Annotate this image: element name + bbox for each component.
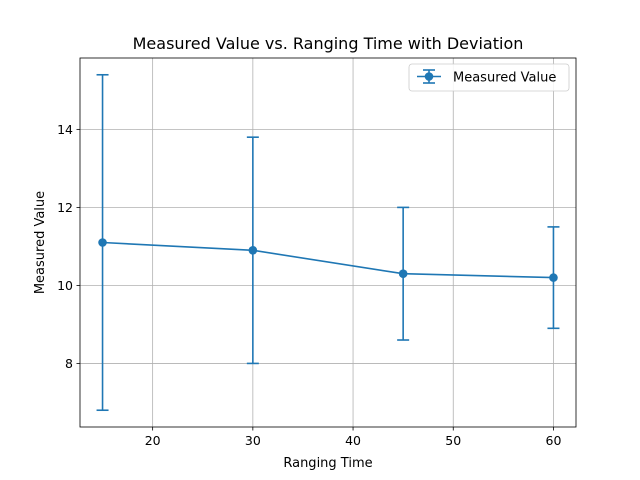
- y-tick-label: 10: [57, 278, 73, 293]
- x-tick-label: 60: [546, 433, 562, 448]
- chart-title: Measured Value vs. Ranging Time with Dev…: [133, 34, 524, 53]
- x-tick-label: 40: [345, 433, 361, 448]
- x-tick-label: 50: [445, 433, 461, 448]
- legend-box: [408, 63, 570, 92]
- x-axis-label: Ranging Time: [283, 456, 372, 471]
- y-tick-label: 14: [57, 122, 73, 137]
- axis-ticks: 20 30 40 50 60 8 10 12 14: [57, 122, 561, 448]
- x-tick-label: 30: [245, 433, 261, 448]
- data-point: [248, 246, 258, 255]
- series-line: [102, 241, 554, 279]
- y-axis-label: Measured Value: [33, 191, 48, 294]
- y-tick-label: 12: [57, 200, 73, 215]
- legend-dot: [424, 72, 434, 81]
- legend-label: Measured Value: [453, 71, 556, 86]
- legend-marker: [417, 69, 441, 84]
- data-point: [98, 238, 107, 247]
- y-tick-label: 8: [65, 356, 73, 371]
- data-point: [398, 269, 408, 279]
- data-point: [549, 273, 558, 282]
- series-layer: [96, 73, 560, 412]
- plot-area-frame: [79, 57, 577, 428]
- legend: Measured Value: [408, 63, 570, 92]
- x-tick-label: 20: [145, 433, 161, 448]
